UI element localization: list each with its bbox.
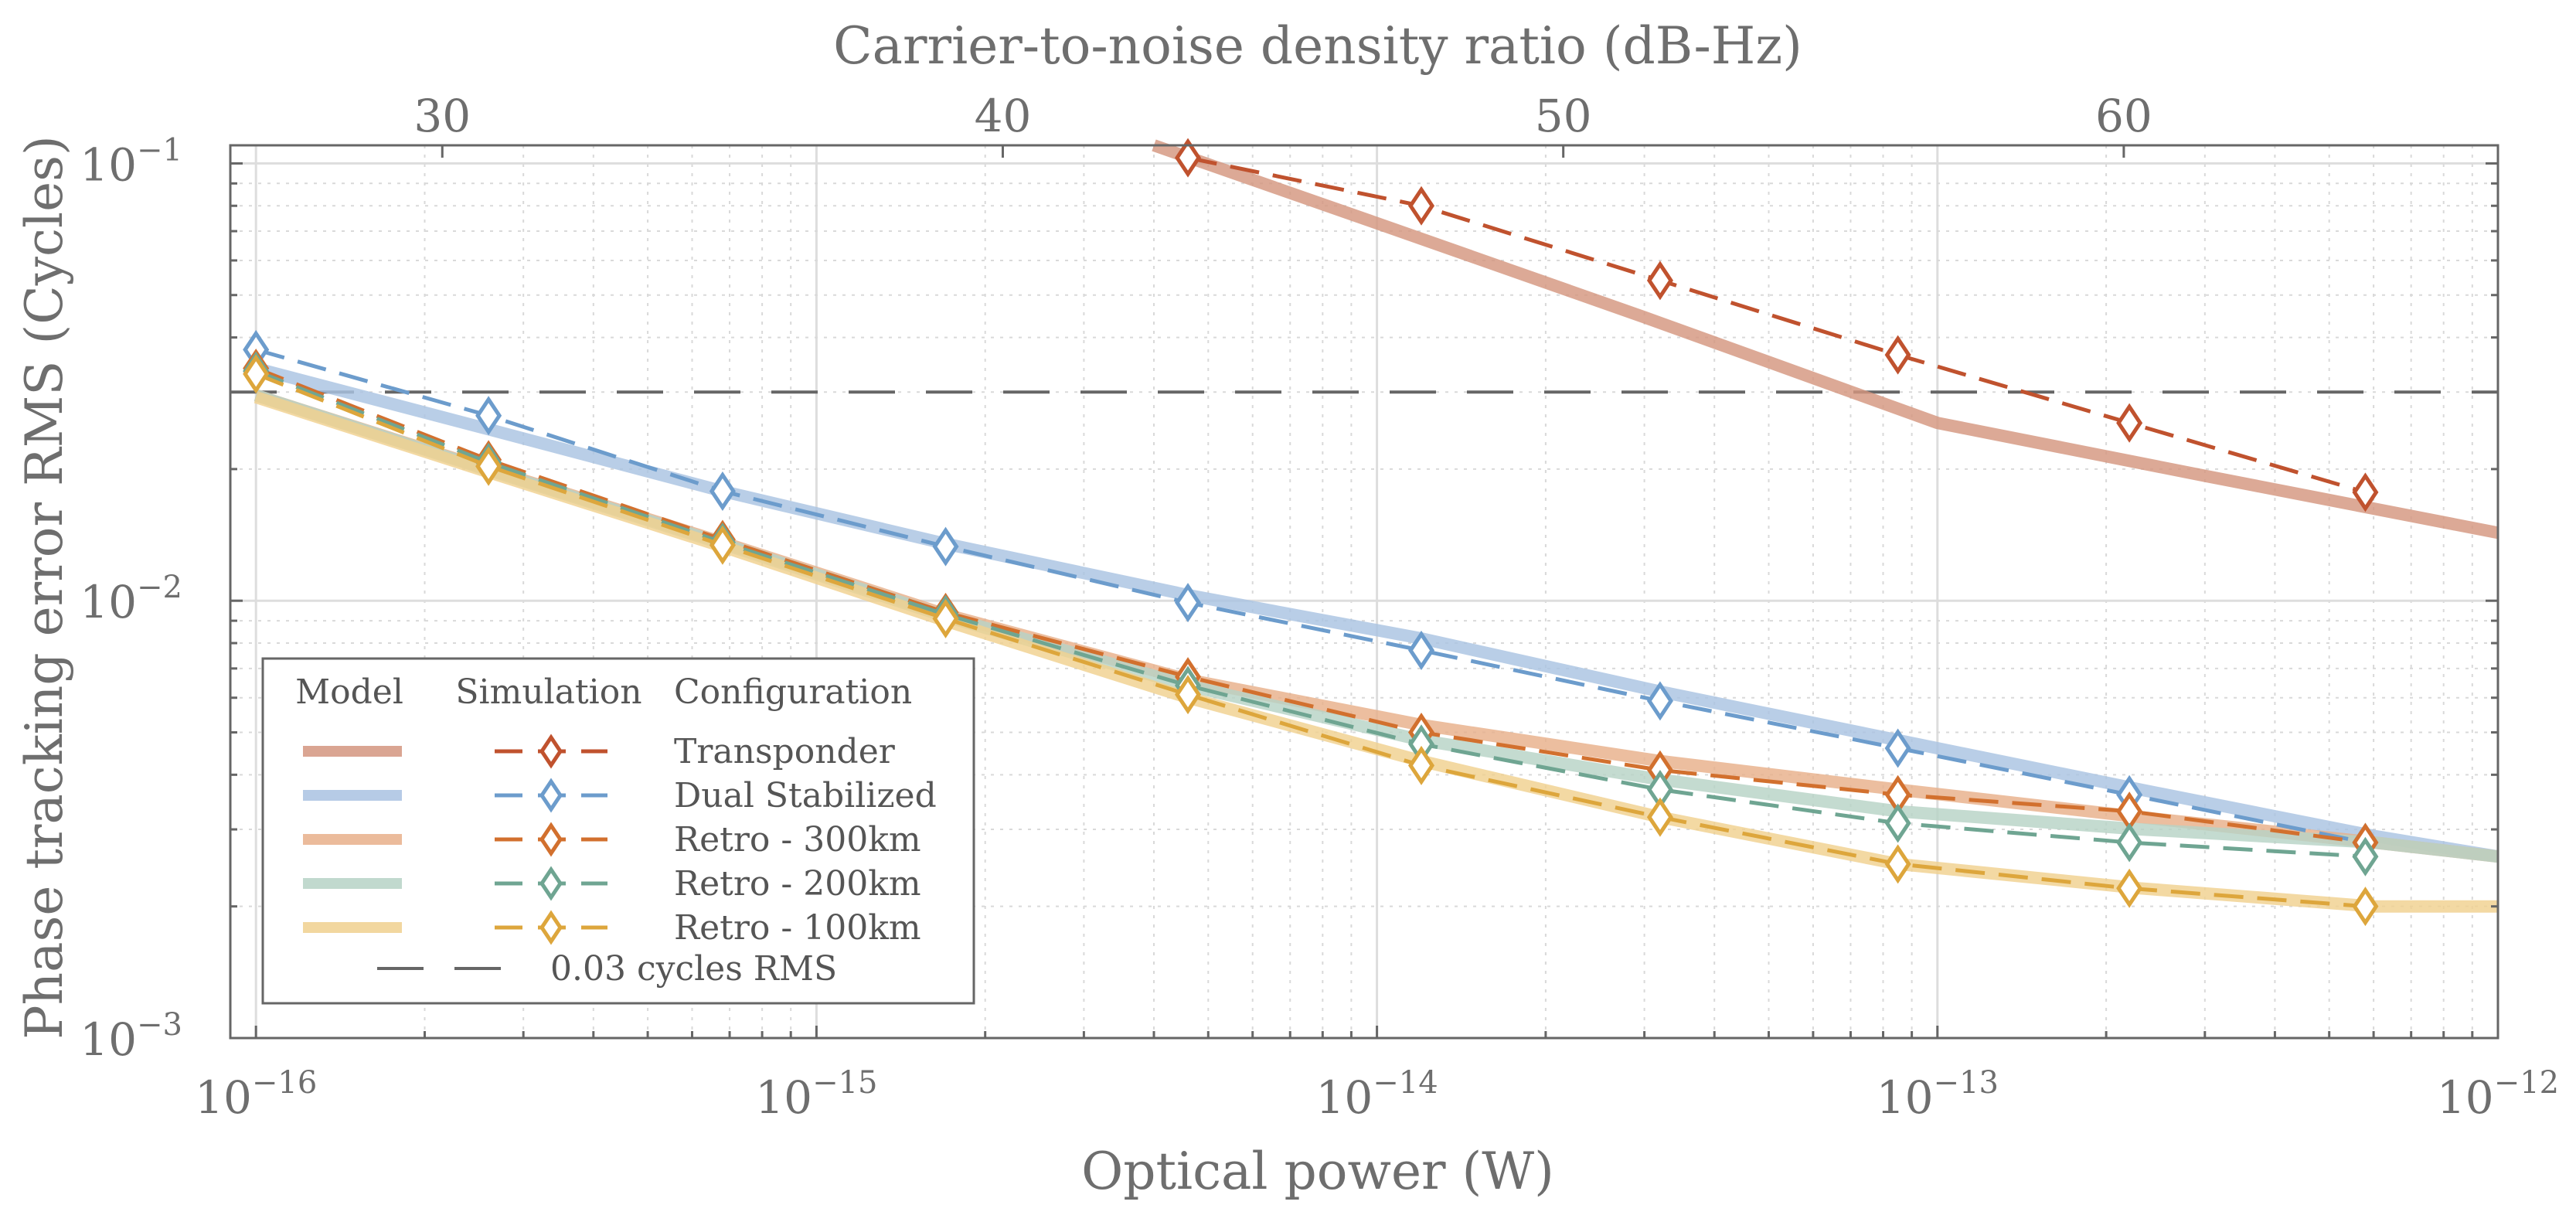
- simulation-marker-retro-100km: [1175, 675, 1202, 715]
- simulation-marker-retro-100km: [1408, 745, 1435, 785]
- model-curve-transponder: [1152, 139, 2499, 540]
- simulation-marker-dual-stabilized: [1646, 681, 1673, 721]
- x-tick-label: 10−12: [2437, 1065, 2559, 1124]
- tick-labels: 10−16 10−15 10−14 10−13 10−12 10−3 10−2 10−1 30 4…: [80, 90, 2559, 1124]
- x-tick-label: 10−15: [755, 1065, 877, 1124]
- simulation-marker-retro-100km: [709, 525, 736, 565]
- legend-rows: Transponder Dual Stabilized Retro - 300km R…: [303, 732, 937, 948]
- simulation-marker-dual-stabilized: [1884, 728, 1911, 768]
- simulation-marker-dual-stabilized: [1175, 583, 1202, 623]
- simulation-marker-transponder: [1884, 335, 1911, 375]
- plot-border: [229, 144, 2499, 1040]
- legend-reference-label: 0.03 cycles RMS: [550, 949, 837, 989]
- y-tick-label: 10−1: [80, 132, 182, 191]
- legend-header-simulation: Simulation: [455, 672, 641, 712]
- legend-configuration-label: Dual Stabilized: [674, 776, 937, 815]
- simulation-marker-retro-200km: [2352, 836, 2379, 877]
- top-tick-label: 50: [1535, 90, 1592, 142]
- simulation-marker-dual-stabilized: [709, 471, 736, 512]
- legend-simulation-marker: [539, 866, 563, 901]
- legend-simulation-marker: [539, 822, 563, 857]
- x-axis-title: Optical power (W): [1081, 1142, 1554, 1201]
- simulation-marker-retro-200km: [2116, 822, 2143, 863]
- legend-configuration-label: Retro - 100km: [674, 908, 921, 948]
- y-axis-title: Phase tracking error RMS (Cycles): [15, 135, 74, 1040]
- legend-configuration-label: Retro - 300km: [674, 820, 921, 859]
- legend-configuration-label: Transponder: [674, 732, 896, 771]
- simulation-marker-retro-100km: [1884, 844, 1911, 884]
- simulation-line-transponder: [1187, 155, 2367, 495]
- simulation-line-dual-stabilized: [255, 347, 2366, 845]
- simulation-marker-transponder: [1175, 138, 1202, 178]
- simulation-marker-transponder: [2352, 472, 2379, 512]
- simulation-marker-retro-100km: [932, 598, 959, 638]
- simulation-marker-retro-200km: [1884, 803, 1911, 843]
- simulation-marker-retro-100km: [2352, 887, 2379, 927]
- legend: Model Simulation Configuration Transpond…: [261, 657, 975, 1005]
- y-tick-label: 10−3: [80, 1007, 182, 1066]
- legend-simulation-marker: [539, 734, 563, 769]
- simulation-marker-transponder: [1646, 260, 1673, 301]
- x-tick-label: 10−14: [1315, 1065, 1438, 1124]
- simulation-line-retro-300km: [255, 366, 2366, 845]
- simulation-marker-dual-stabilized: [475, 396, 502, 436]
- top-tick-label: 30: [413, 90, 471, 142]
- top-axis-title: Carrier-to-noise density ratio (dB-Hz): [833, 16, 1802, 76]
- simulation-marker-transponder: [2116, 403, 2143, 443]
- y-tick-label: 10−2: [80, 570, 182, 628]
- x-tick-label: 10−13: [1877, 1065, 1999, 1124]
- top-tick-label: 40: [975, 90, 1032, 142]
- simulation-marker-dual-stabilized: [932, 526, 959, 567]
- simulation-marker-transponder: [1408, 186, 1435, 226]
- legend-header-model: Model: [295, 672, 403, 712]
- legend-header-configuration: Configuration: [674, 672, 912, 712]
- legend-configuration-label: Retro - 200km: [674, 864, 921, 904]
- simulation-marker-retro-100km: [475, 446, 502, 486]
- simulation-line-retro-200km: [255, 369, 2366, 859]
- x-tick-label: 10−16: [195, 1065, 317, 1124]
- simulation-marker-retro-100km: [2116, 868, 2143, 908]
- top-tick-label: 60: [2095, 90, 2152, 142]
- simulation-marker-retro-100km: [243, 354, 270, 394]
- simulation-marker-dual-stabilized: [1408, 630, 1435, 670]
- simulation-marker-retro-100km: [1646, 797, 1673, 837]
- legend-simulation-marker: [539, 910, 563, 945]
- plot-frame: [229, 144, 2499, 1040]
- simulation-line-retro-100km: [255, 372, 2366, 909]
- legend-simulation-marker: [539, 778, 563, 813]
- legend-box: [261, 657, 975, 1005]
- simulation-curves: [243, 138, 2379, 927]
